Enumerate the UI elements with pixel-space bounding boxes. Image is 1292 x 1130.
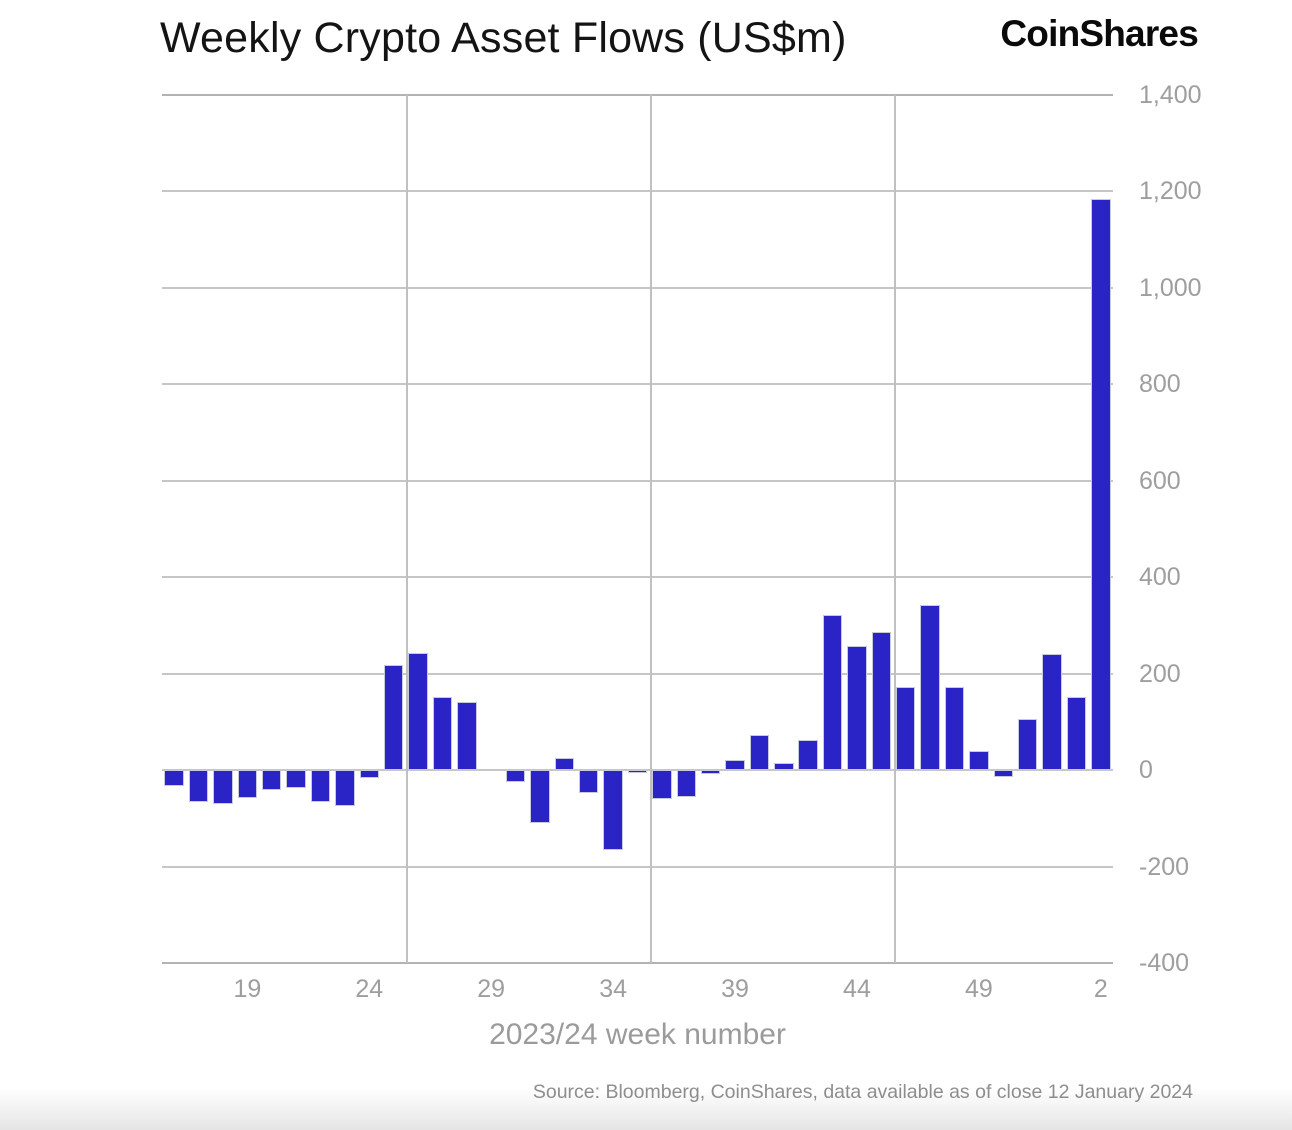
bar-week-35	[627, 770, 648, 773]
x-tick-label: 44	[843, 975, 871, 1003]
h-gridline	[162, 286, 1113, 289]
h-gridline	[162, 94, 1113, 96]
y-tick-label: 800	[1139, 370, 1181, 399]
bar-week-2	[1091, 198, 1111, 771]
bar-week-52	[1042, 654, 1062, 771]
x-tick-label: 29	[477, 975, 506, 1003]
x-tick-label: 34	[599, 975, 628, 1003]
h-gridline	[162, 576, 1113, 579]
y-tick-label: 1,200	[1139, 177, 1202, 206]
h-gridline	[162, 190, 1113, 193]
v-gridline	[649, 95, 652, 963]
h-gridline	[162, 962, 1113, 964]
chart-title: Weekly Crypto Asset Flows (US$m)	[160, 14, 847, 62]
y-tick-label: -200	[1139, 852, 1190, 881]
bar-week-24	[359, 770, 380, 778]
coinshares-logo: CoinShares	[1000, 13, 1198, 54]
y-tick-label: 600	[1139, 466, 1181, 495]
bar-week-23	[335, 770, 355, 806]
y-tick-label: 0	[1139, 756, 1153, 785]
bar-week-47	[920, 605, 940, 771]
bar-week-39	[725, 759, 745, 771]
x-tick-label: 49	[964, 975, 993, 1003]
bar-week-20	[261, 770, 282, 790]
h-gridline	[162, 479, 1113, 482]
bar-week-19	[237, 770, 258, 799]
y-tick-label: 1,400	[1139, 81, 1202, 109]
bar-week-40	[749, 734, 770, 771]
bar-week-26	[408, 652, 428, 771]
h-gridline	[162, 865, 1113, 868]
bar-week-44	[847, 645, 867, 771]
y-tick-label: 400	[1139, 563, 1181, 592]
bar-week-33	[578, 770, 599, 794]
plot-area: 1,400 1,200 1,000 800 600 400 200 0 -200 -400 19 24…	[162, 81, 1202, 1003]
x-tick-label: 19	[233, 975, 262, 1003]
h-gridline	[162, 672, 1113, 675]
v-gridline	[893, 95, 896, 963]
h-gridline	[162, 383, 1113, 386]
bar-week-36	[652, 770, 672, 800]
y-tick-label: 200	[1139, 659, 1181, 688]
x-tick-label: 24	[355, 975, 384, 1003]
bar-week-16	[164, 770, 184, 787]
bar-week-25	[383, 664, 404, 771]
bar-week-31	[530, 770, 550, 824]
y-tick-label: 1,000	[1139, 273, 1202, 302]
bar-week-41	[774, 763, 794, 771]
bar-week-51	[1017, 719, 1038, 771]
bar-week-28	[457, 702, 477, 771]
bar-week-22	[310, 770, 331, 802]
bar-week-32	[554, 757, 575, 771]
bar-week-27	[432, 697, 453, 771]
bar-week-21	[286, 770, 306, 788]
x-tick-label: 2	[1093, 975, 1108, 1003]
bar-week-46	[895, 686, 916, 771]
source-note: Source: Bloomberg, CoinShares, data avai…	[532, 1081, 1193, 1103]
x-axis-title: 2023/24 week number	[489, 1018, 786, 1051]
bar-week-50	[993, 770, 1014, 778]
bar-week-38	[700, 770, 721, 774]
bar-week-17	[188, 770, 209, 803]
bar-week-37	[676, 770, 697, 797]
bar-week-48	[944, 686, 965, 771]
bar-week-42	[798, 739, 818, 771]
bar-week-34	[603, 770, 623, 851]
x-tick-label: 39	[721, 975, 749, 1003]
bar-week-45	[871, 631, 892, 771]
bar-week-30	[505, 770, 526, 783]
bar-week-1	[1066, 697, 1087, 771]
bar-week-49	[969, 750, 989, 771]
v-gridline	[405, 95, 408, 963]
y-tick-label: -400	[1139, 949, 1190, 977]
bar-week-43	[822, 615, 843, 771]
bar-week-18	[213, 770, 233, 804]
